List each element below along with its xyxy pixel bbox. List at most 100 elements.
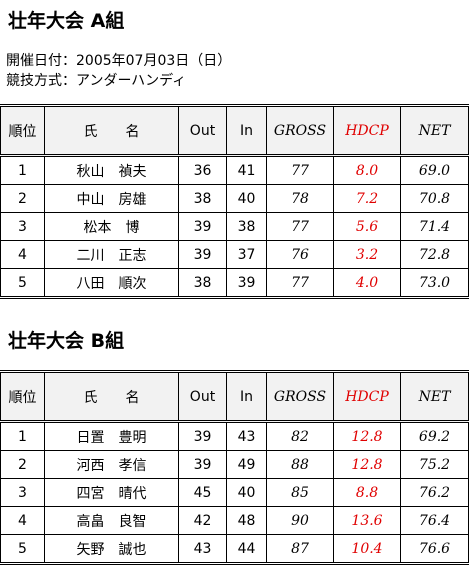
cell: 40	[226, 478, 267, 507]
cell: 日置 豊明	[44, 421, 179, 451]
cell: 中山 房雄	[44, 184, 179, 213]
header-cell: 氏 名	[44, 371, 179, 423]
cell: 41	[226, 155, 267, 185]
header-cell: NET	[400, 371, 469, 423]
cell: 2	[0, 184, 45, 213]
cell: 72.8	[400, 240, 469, 269]
cell: 2	[0, 450, 45, 479]
header-cell: In	[226, 105, 267, 157]
cell: 42	[178, 506, 227, 535]
cell: 39	[178, 450, 227, 479]
cell: 八田 順次	[44, 268, 179, 298]
data-row: 1 日置 豊明 39 43 82 12.8 69.2	[0, 421, 469, 451]
header-row: 順位氏 名 Out In GROSS HDCP NET	[0, 105, 469, 157]
cell: 69.0	[400, 155, 469, 185]
cell: 78	[266, 184, 334, 213]
data-row: 2 河西 孝信 39 49 88 12.8 75.2	[0, 450, 469, 479]
cell: 76.4	[400, 506, 469, 535]
cell: 二川 正志	[44, 240, 179, 269]
data-row: 5 矢野 誠也 43 44 87 10.4 76.6	[0, 534, 469, 564]
cell: 39	[226, 268, 267, 298]
cell: 39	[178, 212, 227, 241]
cell: 4	[0, 240, 45, 269]
cell: 12.8	[333, 421, 401, 451]
cell: 5.6	[333, 212, 401, 241]
cell: 37	[226, 240, 267, 269]
info-line: 開催日付：2005年07月03日（日）	[6, 53, 232, 69]
results-table: 順位氏 名 Out In GROSS HDCP NET 1 日置 豊明 39 43 82 12.8 69…	[0, 370, 469, 565]
cell: 76.6	[400, 534, 469, 564]
header-cell: 順位	[0, 105, 45, 157]
results-table: 順位氏 名 Out In GROSS HDCP NET 1 秋山 禎夫 36 41 77 8.0 69.…	[0, 104, 469, 299]
header-cell: In	[226, 371, 267, 423]
header-cell: HDCP	[333, 105, 401, 157]
cell: 38	[178, 268, 227, 298]
cell: 四宮 晴代	[44, 478, 179, 507]
cell: 5	[0, 268, 45, 298]
header-cell: Out	[178, 105, 227, 157]
cell: 69.2	[400, 421, 469, 451]
cell: 36	[178, 155, 227, 185]
cell: 1	[0, 421, 45, 451]
cell: 38	[178, 184, 227, 213]
cell: 8.0	[333, 155, 401, 185]
cell: 77	[266, 155, 334, 185]
cell: 10.4	[333, 534, 401, 564]
header-cell: GROSS	[266, 371, 334, 423]
cell: 高畠 良智	[44, 506, 179, 535]
header-row: 順位氏 名 Out In GROSS HDCP NET	[0, 371, 469, 423]
cell: 7.2	[333, 184, 401, 213]
cell: 77	[266, 268, 334, 298]
cell: 76	[266, 240, 334, 269]
cell: 秋山 禎夫	[44, 155, 179, 185]
data-row: 5 八田 順次 38 39 77 4.0 73.0	[0, 268, 469, 298]
cell: 13.6	[333, 506, 401, 535]
data-row: 1 秋山 禎夫 36 41 77 8.0 69.0	[0, 155, 469, 185]
section-title: 壮年大会 A組	[8, 10, 125, 32]
cell: 3.2	[333, 240, 401, 269]
header-cell: 順位	[0, 371, 45, 423]
cell: 44	[226, 534, 267, 564]
data-row: 4 高畠 良智 42 48 90 13.6 76.4	[0, 506, 469, 535]
cell: 矢野 誠也	[44, 534, 179, 564]
cell: 77	[266, 212, 334, 241]
cell: 45	[178, 478, 227, 507]
cell: 82	[266, 421, 334, 451]
cell: 3	[0, 212, 45, 241]
cell: 39	[178, 240, 227, 269]
data-row: 3 松本 博 39 38 77 5.6 71.4	[0, 212, 469, 241]
cell: 40	[226, 184, 267, 213]
cell: 48	[226, 506, 267, 535]
cell: 71.4	[400, 212, 469, 241]
cell: 75.2	[400, 450, 469, 479]
cell: 5	[0, 534, 45, 564]
cell: 73.0	[400, 268, 469, 298]
data-row: 4 二川 正志 39 37 76 3.2 72.8	[0, 240, 469, 269]
data-row: 3 四宮 晴代 45 40 85 8.8 76.2	[0, 478, 469, 507]
cell: 43	[178, 534, 227, 564]
section-title: 壮年大会 B組	[8, 330, 125, 352]
header-cell: 氏 名	[44, 105, 179, 157]
cell: 49	[226, 450, 267, 479]
cell: 39	[178, 421, 227, 451]
cell: 90	[266, 506, 334, 535]
cell: 12.8	[333, 450, 401, 479]
header-cell: HDCP	[333, 371, 401, 423]
cell: 4	[0, 506, 45, 535]
cell: 河西 孝信	[44, 450, 179, 479]
cell: 8.8	[333, 478, 401, 507]
info-line: 競技方式：アンダーハンディ	[6, 73, 187, 89]
cell: 3	[0, 478, 45, 507]
cell: 松本 博	[44, 212, 179, 241]
data-row: 2 中山 房雄 38 40 78 7.2 70.8	[0, 184, 469, 213]
header-cell: NET	[400, 105, 469, 157]
cell: 87	[266, 534, 334, 564]
cell: 76.2	[400, 478, 469, 507]
cell: 85	[266, 478, 334, 507]
header-cell: GROSS	[266, 105, 334, 157]
cell: 88	[266, 450, 334, 479]
cell: 70.8	[400, 184, 469, 213]
cell: 4.0	[333, 268, 401, 298]
cell: 1	[0, 155, 45, 185]
